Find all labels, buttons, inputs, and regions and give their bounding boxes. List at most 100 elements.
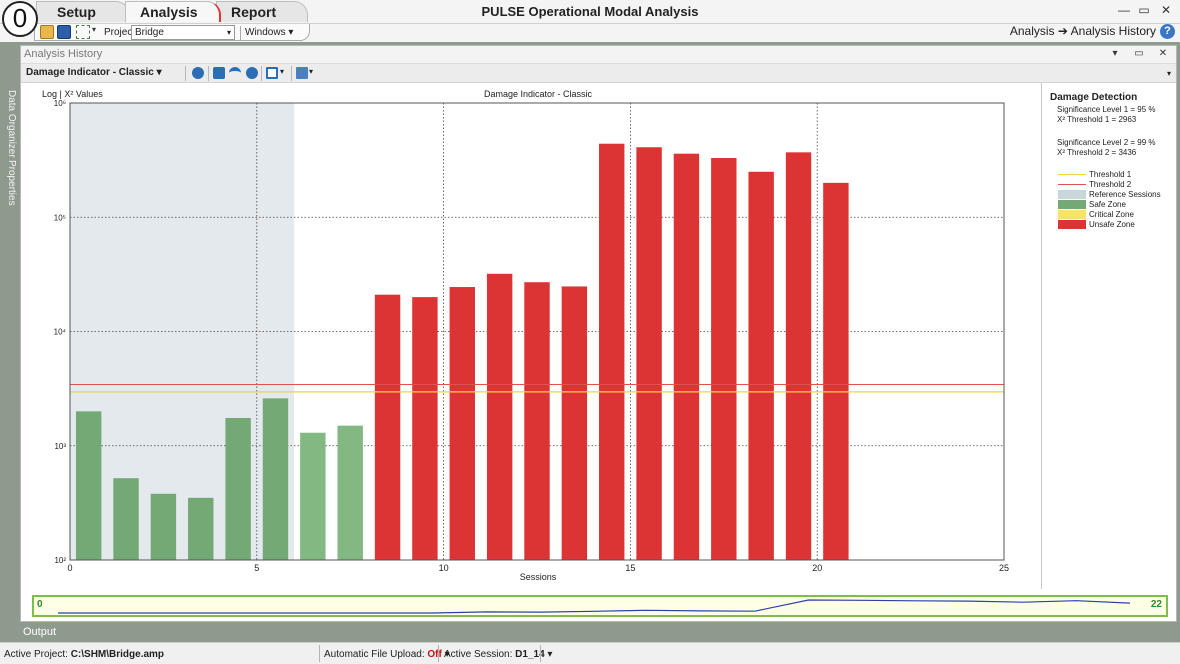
active-session-label: Active Session: (444, 649, 513, 660)
tab-report[interactable]: Report (216, 1, 308, 22)
tab-analysis[interactable]: Analysis (125, 1, 221, 22)
y-axis-label: Log | X² Values (42, 89, 103, 99)
window-header: Analysis History ▾ ▭ ✕ (21, 46, 1176, 64)
tab-properties[interactable]: Properties (6, 160, 17, 206)
active-session[interactable]: Active Session: D1_14 ▾ (444, 649, 552, 660)
breadcrumb-analysis-history[interactable]: Analysis History (1070, 24, 1156, 38)
layout-grid-icon[interactable] (76, 25, 90, 39)
damage-indicator-chart: 0 5 10 15 20 25 10⁶ 10⁵ 10⁴ 10³ 10² Log | X² Valu… (21, 83, 1041, 589)
wifi-icon[interactable] (229, 67, 241, 79)
tab-output[interactable]: Output (18, 624, 62, 641)
chevron-down-icon: ▾ (156, 67, 162, 78)
auto-upload[interactable]: Automatic File Upload: Off ▾ (324, 649, 450, 660)
project-value: Bridge (135, 27, 164, 38)
globe-icon[interactable] (246, 67, 258, 79)
toolbar-separator (291, 66, 292, 81)
y-tick-labels: 10⁶ 10⁵ 10⁴ 10³ 10² (54, 99, 67, 565)
legend-label-reference: Reference Sessions (1089, 190, 1161, 199)
status-separator (319, 645, 320, 662)
overview-trend-line (58, 599, 1131, 614)
minimize-icon[interactable]: — (1118, 3, 1130, 17)
layout-icon[interactable] (266, 67, 278, 79)
save-icon[interactable] (57, 25, 71, 39)
session-overview-slider[interactable]: 0 22 (32, 595, 1168, 617)
legend-swatch-unsafe (1058, 220, 1086, 229)
status-separator (540, 645, 541, 662)
restore-icon[interactable]: ▭ (1138, 3, 1150, 17)
chevron-down-icon[interactable]: ▾ (280, 67, 285, 76)
y-tick-label: 10⁶ (54, 99, 66, 108)
threshold-1-value: X² Threshold 1 = 2963 (1057, 115, 1137, 124)
windows-menu-button[interactable]: Windows ▾ (240, 26, 300, 40)
legend-swatch-critical (1058, 210, 1086, 219)
chart-title: Damage Indicator - Classic (484, 89, 593, 99)
view-select[interactable]: Damage Indicator - Classic ▾ (26, 67, 162, 78)
bar-session-14 (561, 286, 588, 560)
project-label: Project (104, 27, 136, 38)
refresh-icon[interactable] (192, 67, 204, 79)
window-float-icon[interactable]: ▭ (1134, 48, 1144, 59)
active-project-value: C:\SHM\Bridge.amp (70, 649, 165, 660)
windows-label: Windows (245, 27, 286, 38)
bar-session-12 (486, 273, 513, 560)
legend-label-threshold-2: Threshold 2 (1089, 180, 1132, 189)
bar-session-9 (374, 294, 401, 560)
chart-toolbar: Damage Indicator - Classic ▾ ▾ ▾ ▾ (21, 64, 1176, 83)
overview-end-value: 22 (1150, 599, 1162, 610)
toolbar-separator (208, 66, 209, 81)
close-icon[interactable]: ✕ (1160, 3, 1172, 17)
status-separator (438, 645, 439, 662)
open-folder-icon[interactable] (40, 25, 54, 39)
bar-session-21 (823, 182, 849, 560)
y-tick-label: 10⁵ (54, 213, 66, 222)
window-menu-icon[interactable]: ▾ (1112, 48, 1118, 59)
app-menu-button[interactable]: 0 (2, 1, 38, 37)
chevron-down-icon: ▾ (226, 28, 231, 37)
project-select[interactable]: Bridge ▾ (131, 25, 235, 40)
active-project-label: Active Project: (4, 649, 68, 660)
bar-session-5 (225, 417, 251, 560)
breadcrumb-analysis[interactable]: Analysis (1009, 24, 1055, 38)
legend-swatch-safe (1058, 200, 1086, 209)
window-close-icon[interactable]: ✕ (1158, 48, 1168, 59)
x-axis-label: Sessions (520, 572, 557, 582)
legend-label-safe: Safe Zone (1089, 200, 1126, 209)
bar-session-19 (748, 171, 774, 561)
chevron-down-icon[interactable]: ▾ (92, 25, 97, 34)
quick-toolbar: ▾ Project Bridge ▾ Windows ▾ (0, 24, 1180, 42)
x-tick-labels: 0 5 10 15 20 25 (67, 563, 1009, 573)
significance-level-1: Significance Level 1 = 95 % (1057, 105, 1156, 114)
legend-title: Damage Detection (1050, 92, 1138, 103)
tab-data-organizer[interactable]: Data Organizer (6, 90, 17, 158)
status-bar: Active Project: C:\SHM\Bridge.amp Automa… (0, 642, 1180, 664)
chevron-down-icon[interactable]: ▾ (309, 67, 314, 76)
significance-level-2: Significance Level 2 = 99 % (1057, 138, 1156, 147)
legend-swatch-threshold-1 (1058, 174, 1086, 175)
active-project: Active Project: C:\SHM\Bridge.amp (4, 649, 164, 660)
x-tick-label: 5 (254, 563, 259, 573)
chevron-down-icon: ▾ (288, 27, 294, 38)
alarm-icon[interactable] (213, 67, 225, 79)
analysis-history-window: Analysis History ▾ ▭ ✕ Damage Indicator … (20, 45, 1177, 622)
legend-swatch-threshold-2 (1058, 184, 1086, 185)
bar-session-8 (337, 425, 363, 560)
chart-svg: 0 5 10 15 20 25 10⁶ 10⁵ 10⁴ 10³ 10² Log | X² Valu… (42, 89, 1009, 582)
x-tick-label: 25 (999, 563, 1009, 573)
help-icon[interactable]: ? (1160, 24, 1175, 39)
legend-label-critical: Critical Zone (1089, 210, 1134, 219)
toolbar-overflow-icon[interactable]: ▾ (1166, 69, 1171, 78)
export-icon[interactable] (296, 67, 308, 79)
window-title: Analysis History (24, 48, 103, 60)
x-tick-label: 15 (625, 563, 635, 573)
bars (75, 143, 849, 561)
tab-setup[interactable]: Setup (36, 1, 130, 22)
bar-session-18 (711, 158, 737, 561)
active-session-value: D1_14 (515, 649, 545, 660)
bar-session-16 (636, 147, 662, 560)
overview-start-value: 0 (37, 599, 43, 610)
y-tick-label: 10⁴ (54, 328, 67, 337)
x-tick-label: 0 (67, 563, 72, 573)
bar-session-7 (300, 432, 326, 560)
view-select-value: Damage Indicator - Classic (26, 67, 154, 78)
breadcrumb: Analysis ➔ Analysis History (1010, 24, 1156, 38)
